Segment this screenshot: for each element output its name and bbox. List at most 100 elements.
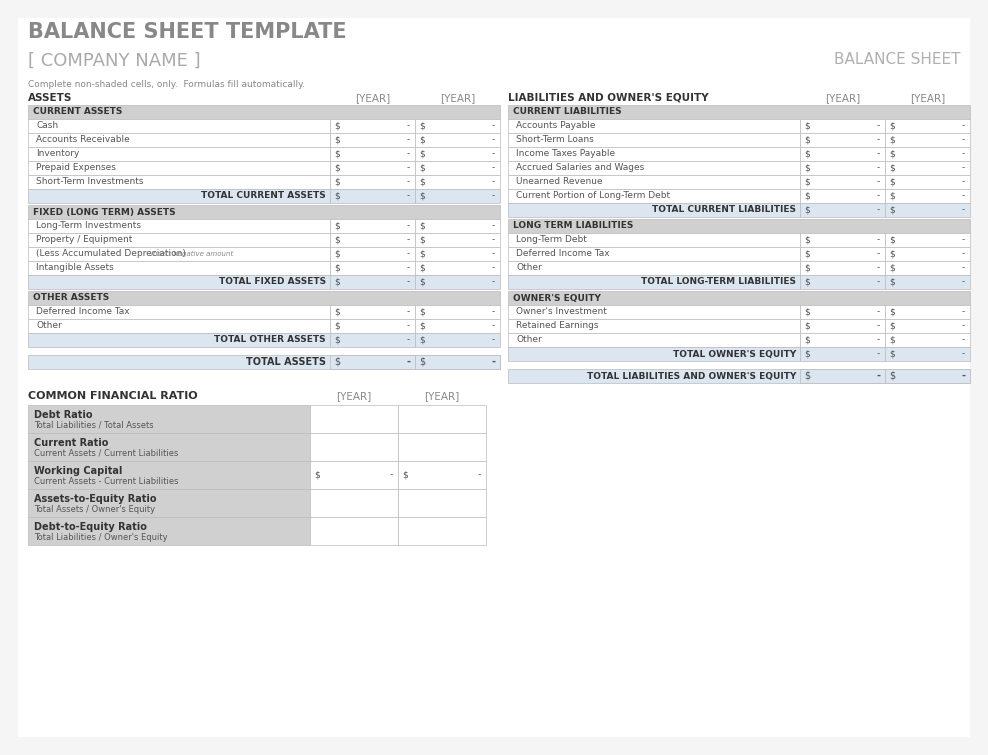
Bar — [398, 461, 486, 489]
Bar — [415, 119, 500, 133]
Text: -: - — [876, 350, 880, 359]
Text: Current Ratio: Current Ratio — [34, 438, 109, 448]
Text: -: - — [876, 149, 880, 159]
Text: CURRENT ASSETS: CURRENT ASSETS — [33, 107, 123, 116]
Bar — [310, 461, 398, 489]
Text: Accounts Payable: Accounts Payable — [516, 122, 596, 131]
Bar — [415, 261, 500, 275]
Bar — [800, 161, 885, 175]
Text: -: - — [492, 221, 495, 230]
Text: -: - — [876, 263, 880, 273]
Text: $: $ — [334, 192, 340, 201]
Bar — [398, 405, 486, 433]
Text: Intangible Assets: Intangible Assets — [36, 263, 114, 273]
Text: -: - — [491, 357, 495, 367]
Text: insert negative amount: insert negative amount — [151, 251, 233, 257]
Bar — [330, 319, 415, 333]
Text: Working Capital: Working Capital — [34, 466, 123, 476]
Text: $: $ — [334, 357, 340, 367]
Bar — [28, 275, 330, 289]
Text: Short-Term Loans: Short-Term Loans — [516, 135, 594, 144]
Bar — [28, 161, 330, 175]
Text: -: - — [492, 322, 495, 331]
Bar — [800, 275, 885, 289]
Bar — [800, 175, 885, 189]
Text: -: - — [407, 149, 410, 159]
Bar — [800, 247, 885, 261]
Text: Total Liabilities / Total Assets: Total Liabilities / Total Assets — [34, 421, 153, 430]
Text: $: $ — [889, 322, 895, 331]
Bar — [800, 203, 885, 217]
Text: TOTAL FIXED ASSETS: TOTAL FIXED ASSETS — [219, 278, 326, 286]
Bar — [310, 433, 398, 461]
Bar — [330, 133, 415, 147]
Bar — [330, 261, 415, 275]
Bar — [330, 333, 415, 347]
Bar — [508, 233, 800, 247]
Bar — [330, 305, 415, 319]
Text: -: - — [492, 307, 495, 316]
Bar — [508, 105, 970, 119]
Text: -: - — [389, 470, 393, 479]
Text: Debt Ratio: Debt Ratio — [34, 410, 93, 420]
Text: $: $ — [889, 164, 895, 172]
Text: Total Liabilities / Owner's Equity: Total Liabilities / Owner's Equity — [34, 533, 168, 541]
Text: -: - — [492, 278, 495, 286]
Bar — [28, 433, 310, 461]
Text: -: - — [876, 192, 880, 201]
Text: Other: Other — [516, 263, 541, 273]
Text: $: $ — [334, 249, 340, 258]
Text: Owner's Investment: Owner's Investment — [516, 307, 607, 316]
Text: Assets-to-Equity Ratio: Assets-to-Equity Ratio — [34, 494, 156, 504]
Bar — [885, 305, 970, 319]
Text: $: $ — [334, 164, 340, 172]
Bar — [800, 147, 885, 161]
Text: TOTAL OTHER ASSETS: TOTAL OTHER ASSETS — [214, 335, 326, 344]
Bar — [330, 147, 415, 161]
Text: $: $ — [804, 335, 810, 344]
Text: -: - — [876, 177, 880, 186]
Bar — [508, 219, 970, 233]
Text: COMMON FINANCIAL RATIO: COMMON FINANCIAL RATIO — [28, 391, 198, 401]
Text: $: $ — [419, 192, 425, 201]
Text: $: $ — [804, 322, 810, 331]
Text: -: - — [407, 135, 410, 144]
Text: -: - — [407, 307, 410, 316]
Bar — [885, 161, 970, 175]
Bar — [885, 233, 970, 247]
Text: $: $ — [419, 149, 425, 159]
Text: -: - — [876, 236, 880, 245]
Text: $: $ — [889, 249, 895, 258]
Text: Other: Other — [36, 322, 61, 331]
Text: -: - — [961, 263, 965, 273]
Text: -: - — [407, 192, 410, 201]
Bar — [28, 233, 330, 247]
Bar — [508, 175, 800, 189]
Text: $: $ — [419, 122, 425, 131]
Text: $: $ — [419, 278, 425, 286]
Text: -: - — [961, 164, 965, 172]
Bar — [330, 161, 415, 175]
Bar — [508, 347, 800, 361]
Text: -: - — [492, 135, 495, 144]
Text: Current Assets - Current Liabilities: Current Assets - Current Liabilities — [34, 476, 179, 485]
Bar — [28, 147, 330, 161]
Bar — [330, 219, 415, 233]
Text: -: - — [407, 322, 410, 331]
Text: $: $ — [889, 135, 895, 144]
Text: -: - — [492, 192, 495, 201]
Text: $: $ — [889, 278, 895, 286]
Text: Accrued Salaries and Wages: Accrued Salaries and Wages — [516, 164, 644, 172]
Bar — [28, 205, 500, 219]
Bar — [28, 175, 330, 189]
Text: -: - — [961, 322, 965, 331]
Bar — [885, 133, 970, 147]
Bar — [415, 247, 500, 261]
Bar — [28, 319, 330, 333]
Text: $: $ — [889, 149, 895, 159]
Text: Cash: Cash — [36, 122, 58, 131]
Text: $: $ — [334, 236, 340, 245]
Text: $: $ — [889, 177, 895, 186]
Text: $: $ — [334, 221, 340, 230]
Text: Long-Term Debt: Long-Term Debt — [516, 236, 587, 245]
